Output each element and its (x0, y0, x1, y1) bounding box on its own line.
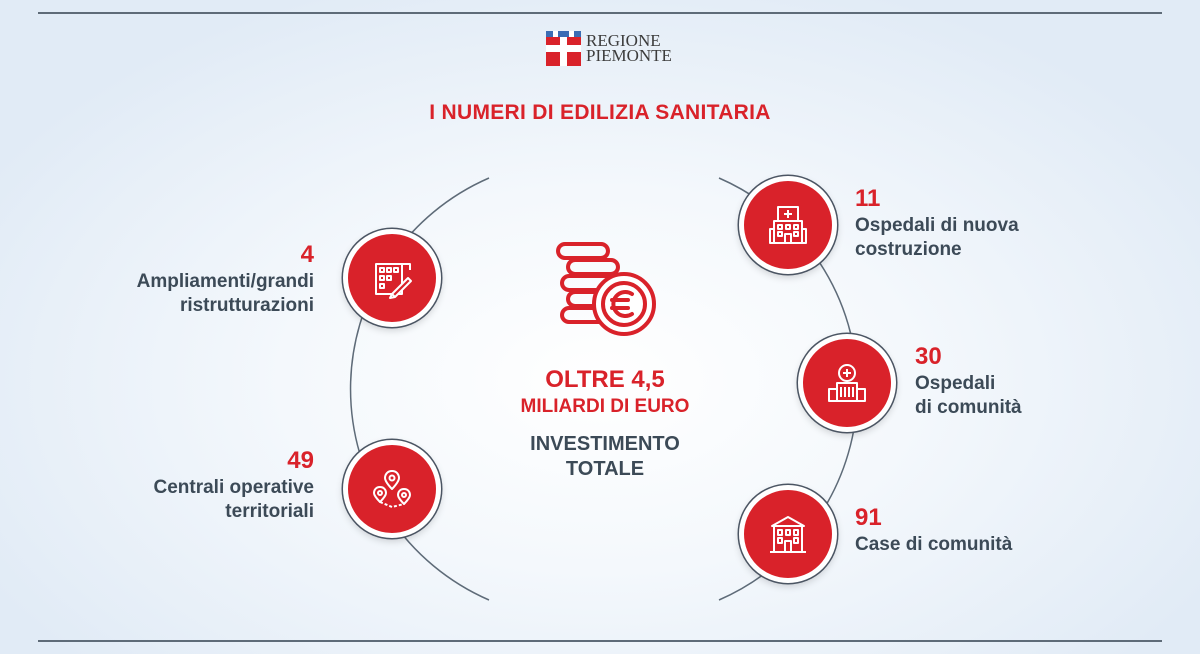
stat-label-line1: Ospedali (915, 373, 996, 394)
stat-centrali-operative: 49 Centrali operative territoriali (154, 446, 315, 524)
stat-number: 11 (855, 185, 881, 212)
stat-ampliamenti: 4 Ampliamenti/grandi ristrutturazioni (137, 240, 314, 318)
stat-label-line2: ristrutturazioni (179, 295, 314, 316)
stat-case-di-comunita: 91 Case di comunità (855, 503, 1012, 557)
total-investment: OLTRE 4,5 MILIARDI DI EURO INVESTIMENTO … (480, 366, 730, 482)
stat-number: 4 (300, 241, 314, 268)
top-divider (38, 12, 1162, 14)
stat-label-line1: Centrali operative (153, 477, 315, 498)
stat-label-line2: costruzione (855, 239, 962, 260)
building-tools-icon (343, 229, 441, 327)
map-pins-icon (343, 440, 441, 538)
page-title: I NUMERI DI EDILIZIA SANITARIA (429, 101, 771, 124)
investment-caption-line2: TOTALE (565, 458, 645, 480)
stat-label-line1: Case di comunità (855, 534, 1013, 555)
stat-label-line1: Ampliamenti/grandi (136, 271, 314, 292)
investment-unit: MILIARDI DI EURO (520, 396, 690, 417)
stat-label-line2: di comunità (915, 397, 1022, 418)
regione-piemonte-logo: REGIONE PIEMONTE (546, 28, 672, 68)
community-house-icon (739, 485, 837, 583)
stat-label-line2: territoriali (225, 501, 314, 522)
stat-number: 49 (287, 447, 314, 474)
investment-caption-line1: INVESTIMENTO (530, 433, 680, 455)
euro-coins-icon (552, 238, 658, 338)
hospital-building-icon (739, 176, 837, 274)
stat-number: 30 (915, 343, 942, 370)
logo-line2: PIEMONTE (586, 46, 672, 65)
stat-ospedali-di-comunita: 30 Ospedali di comunità (915, 342, 1022, 420)
community-hospital-icon (798, 334, 896, 432)
bottom-divider (38, 640, 1162, 642)
piemonte-flag-icon (546, 30, 581, 66)
stat-label-line1: Ospedali di nuova (855, 215, 1019, 236)
stat-ospedali-nuova-costruzione: 11 Ospedali di nuova costruzione (855, 184, 1019, 262)
logo-line1: REGIONE (586, 31, 661, 50)
investment-amount: OLTRE 4,5 (545, 366, 665, 393)
stat-number: 91 (855, 504, 882, 531)
